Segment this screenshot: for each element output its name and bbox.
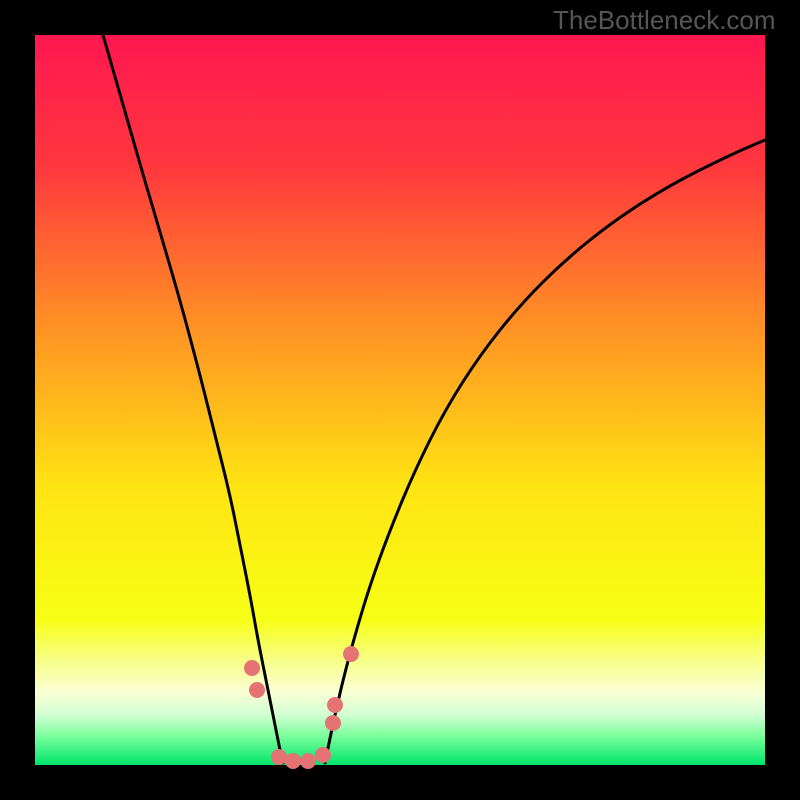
data-marker [249,682,265,698]
right-curve [325,140,765,763]
left-curve [103,35,283,763]
data-marker [300,753,316,769]
data-marker [327,697,343,713]
chart-stage: TheBottleneck.com [0,0,800,800]
data-marker [244,660,260,676]
data-marker [343,646,359,662]
data-marker [285,753,301,769]
watermark-text: TheBottleneck.com [553,5,776,36]
data-marker [325,715,341,731]
data-marker [315,747,331,763]
curve-layer [35,35,765,765]
plot-area [35,35,765,765]
